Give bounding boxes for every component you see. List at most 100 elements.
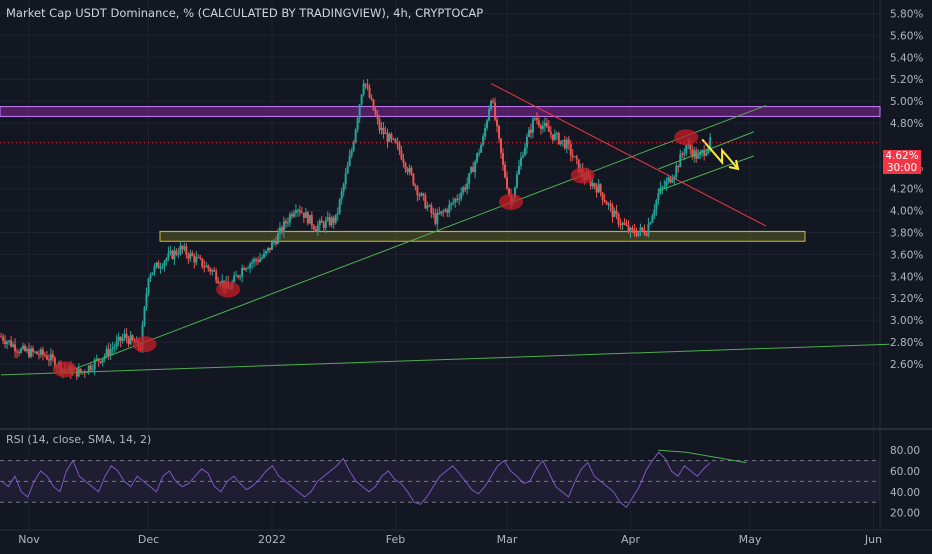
candle-body	[605, 201, 608, 205]
candle-body	[352, 142, 355, 151]
candle-body	[326, 217, 329, 221]
candle-body	[545, 123, 548, 127]
candle-body	[22, 345, 25, 349]
candle-body	[300, 212, 303, 214]
candle-body	[464, 187, 467, 190]
candle-body	[500, 138, 503, 154]
price-axis-label: 4.00%	[890, 206, 923, 218]
countdown-tag: 30:00	[883, 162, 921, 174]
candle-body	[565, 139, 568, 149]
candle-body	[466, 183, 469, 190]
candle-body	[697, 155, 700, 159]
highlight-marker	[570, 167, 595, 184]
candle-body	[314, 229, 317, 232]
candle-body	[701, 150, 704, 153]
candle-body	[332, 217, 335, 223]
candle-body	[101, 358, 104, 363]
candle-body	[217, 280, 220, 284]
candle-body	[358, 104, 361, 119]
candle-body	[649, 222, 652, 225]
candle-body	[591, 183, 594, 186]
candle-body	[482, 136, 485, 146]
candle-body	[195, 257, 198, 263]
candle-body	[288, 214, 291, 223]
candle-body	[434, 213, 437, 224]
rsi-axis-label: 80.00	[890, 445, 920, 457]
candle-body	[35, 351, 38, 355]
candle-body	[406, 168, 409, 173]
candle-body	[41, 349, 44, 355]
time-axis-label: Apr	[621, 533, 641, 546]
candle-body	[655, 200, 658, 210]
candle-body	[257, 260, 260, 262]
candle-body	[671, 179, 674, 183]
candle-body	[414, 185, 417, 187]
candle-body	[370, 97, 373, 100]
candle-body	[388, 134, 391, 142]
candle-body	[488, 109, 491, 121]
candle-body	[330, 217, 333, 226]
price-axis-label: 5.00%	[890, 96, 923, 108]
chart-title: Market Cap USDT Dominance, % (CALCULATED…	[6, 6, 484, 20]
candle-body	[426, 205, 429, 209]
rsi-axis-label: 20.00	[890, 508, 920, 520]
candle-body	[161, 266, 164, 268]
candle-body	[167, 252, 170, 259]
candle-body	[597, 184, 600, 193]
candle-body	[119, 336, 122, 341]
time-axis-label: May	[739, 533, 762, 546]
candle-body	[187, 254, 190, 259]
candle-body	[191, 253, 194, 256]
candle-body	[506, 177, 509, 189]
candle-body	[382, 127, 385, 134]
candle-body	[318, 220, 321, 226]
price-axis-label: 4.80%	[890, 118, 923, 130]
candle-body	[79, 368, 82, 373]
candle-body	[458, 198, 461, 200]
trendline-4	[490, 83, 767, 227]
candle-body	[322, 222, 325, 229]
candle-body	[53, 358, 56, 368]
rsi-line	[1, 451, 711, 509]
candle-body	[346, 165, 349, 174]
candle-body	[0, 336, 3, 338]
candle-body	[268, 247, 271, 250]
candle-body	[450, 203, 453, 205]
candle-body	[280, 227, 283, 233]
candle-body	[284, 221, 287, 224]
candle-body	[109, 349, 112, 356]
trendline-0	[1, 343, 890, 376]
candle-body	[10, 340, 13, 347]
candle-body	[515, 174, 518, 188]
candle-body	[420, 193, 423, 196]
candle-body	[408, 167, 411, 173]
candle-body	[663, 186, 666, 188]
candle-body	[428, 205, 431, 207]
candle-body	[366, 85, 369, 88]
time-axis-label: Mar	[497, 533, 518, 546]
candle-body	[517, 165, 520, 175]
candle-body	[513, 187, 516, 199]
candle-body	[645, 234, 648, 236]
candle-body	[245, 268, 248, 270]
price-axis-label: 5.40%	[890, 52, 923, 64]
candle-body	[543, 123, 546, 126]
candle-body	[91, 369, 94, 371]
trendline-2	[658, 155, 755, 192]
candle-body	[111, 348, 114, 350]
candle-body	[105, 348, 108, 356]
candle-body	[707, 148, 710, 153]
candle-body	[521, 155, 524, 158]
candle-body	[207, 265, 210, 269]
candle-body	[12, 344, 15, 347]
candle-body	[310, 214, 313, 226]
time-axis-label: Feb	[386, 533, 405, 546]
candle-body	[629, 228, 632, 232]
candle-body	[26, 348, 29, 351]
candle-body	[265, 251, 268, 254]
candle-body	[603, 199, 606, 202]
current-price-tag: 4.62%	[883, 150, 921, 162]
candle-body	[181, 245, 184, 250]
